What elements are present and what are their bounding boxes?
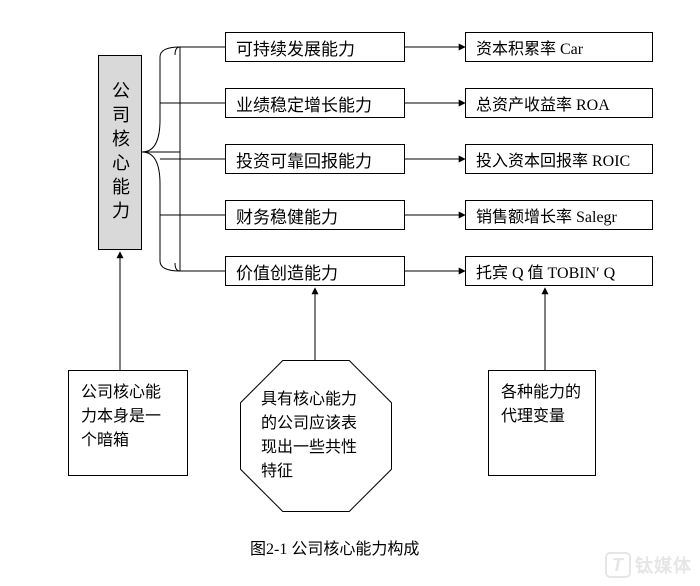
figure-caption: 图2-1 公司核心能力构成 — [250, 535, 419, 559]
watermark-icon: T — [605, 552, 631, 578]
mid-box-1: 业绩稳定增长能力 — [225, 88, 405, 118]
right-box-2: 投入资本回报率 ROIC — [465, 144, 653, 174]
mid-label-3: 财务稳健能力 — [236, 203, 338, 228]
mid-label-4: 价值创造能力 — [236, 259, 338, 284]
mid-box-2: 投资可靠回报能力 — [225, 144, 405, 174]
right-label-1: 总资产收益率 ROA — [476, 91, 610, 115]
mid-label-0: 可持续发展能力 — [236, 35, 355, 60]
note-right-box: 各种能力的代理变量 — [488, 370, 596, 476]
watermark-text: 钛媒体 — [635, 552, 692, 578]
right-box-1: 总资产收益率 ROA — [465, 88, 653, 118]
note-right-label: 各种能力的代理变量 — [501, 381, 583, 429]
mid-label-1: 业绩稳定增长能力 — [236, 91, 372, 116]
mid-box-3: 财务稳健能力 — [225, 200, 405, 230]
right-label-4: 托宾 Q 值 TOBIN′ Q — [476, 259, 615, 283]
note-mid-label: 具有核心能力的公司应该表现出一些共性特征 — [261, 388, 371, 484]
note-mid-octagon: 具有核心能力的公司应该表现出一些共性特征 — [240, 360, 392, 512]
note-left-label: 公司核心能力本身是一个暗箱 — [81, 381, 175, 453]
watermark: T 钛媒体 — [605, 552, 692, 578]
right-box-4: 托宾 Q 值 TOBIN′ Q — [465, 256, 653, 286]
right-box-3: 销售额增长率 Salegr — [465, 200, 653, 230]
right-label-3: 销售额增长率 Salegr — [476, 203, 617, 227]
right-label-2: 投入资本回报率 ROIC — [476, 147, 630, 171]
brace-path — [142, 47, 225, 271]
mid-box-0: 可持续发展能力 — [225, 32, 405, 62]
mid-label-2: 投资可靠回报能力 — [236, 147, 372, 172]
right-label-0: 资本积累率 Car — [476, 35, 583, 59]
core-box: 公司核心能力 — [98, 55, 142, 250]
note-left-box: 公司核心能力本身是一个暗箱 — [68, 370, 188, 476]
mid-box-4: 价值创造能力 — [225, 256, 405, 286]
right-box-0: 资本积累率 Car — [465, 32, 653, 62]
core-label: 公司核心能力 — [107, 81, 133, 225]
